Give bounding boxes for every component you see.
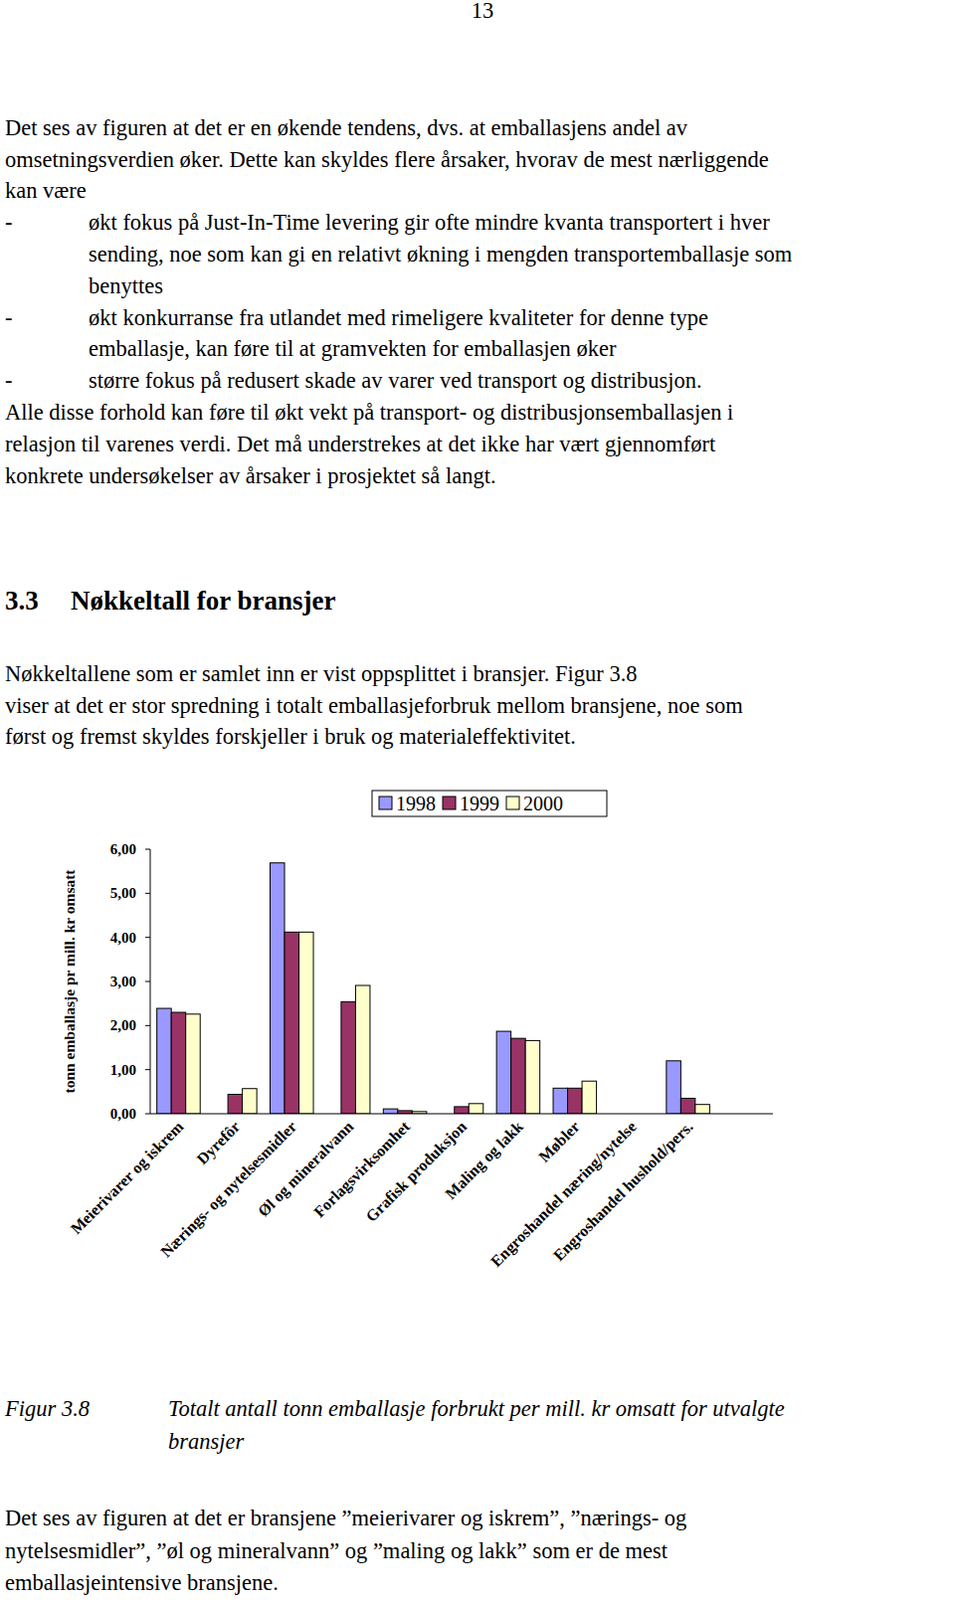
bullet-line: emballasje, kan føre til at gramvekten f… [88,336,617,362]
paragraph-line: omsetningsverdien øker. Dette kan skylde… [4,147,769,173]
caption-line: bransjer [168,1429,245,1455]
y-tick-label: 1,00 [110,1062,137,1079]
page-number: 13 [471,0,495,23]
y-tick-label: 4,00 [110,930,137,947]
bar [511,1038,527,1115]
paragraph-line: først og fremst skyldes forskjeller i br… [4,724,576,750]
paragraph-line: relasjon til varenes verdi. Det må under… [4,431,717,457]
bullet-line: økt fokus på Just-In-Time levering gir o… [88,209,770,235]
x-tick-label: Meierivarer og iskrem [66,1118,188,1239]
y-tick [145,1114,151,1116]
bar [157,1008,173,1115]
bar [666,1061,682,1115]
legend: 1998 1999 2000 [372,790,607,817]
bullet-line: benyttes [88,273,164,299]
section-number: 3.3 [4,585,39,616]
x-tick-label: Møbler [535,1118,583,1166]
y-tick [145,937,151,939]
x-tick-label: Grafisk produksjon [362,1118,470,1226]
bar [299,932,315,1115]
bar [341,1001,357,1115]
bar [270,863,286,1115]
paragraph-line: nytelsesmidler”, ”øl og mineralvann” og … [4,1538,669,1564]
bar-chart: 0,00 1,00 2,00 3,00 4,00 5,00 6,00 tonn emballa… [60,790,773,1272]
bar [284,932,300,1115]
bar [680,1098,696,1115]
legend-label: 1999 [459,792,500,815]
bar [382,1109,398,1115]
bar [496,1031,512,1115]
legend-box [372,790,607,817]
x-tick-label: Øl og mineralvann [254,1118,358,1221]
y-tick [145,981,151,983]
paragraph-line: emballasjeintensive bransjene. [4,1570,279,1596]
caption-label: Figur 3.8 [3,1396,90,1422]
paragraph-line: viser at det er stor spredning i totalt … [4,693,744,719]
x-tick-label: Forlagsvirksomhet [310,1118,414,1222]
bars [157,863,711,1115]
y-tick-label: 3,00 [110,973,137,990]
bullet-marker: - [4,305,13,331]
bullet-marker: - [4,209,13,235]
paragraph-line: Alle disse forhold kan føre til økt vekt… [4,399,734,425]
paragraph-line: Det ses av figuren at det er en økende t… [4,115,689,141]
bar [568,1088,583,1115]
legend-label: 1998 [395,792,436,815]
y-tick [145,1025,151,1027]
paragraph-line: Nøkkeltallene som er samlet inn er vist … [4,661,638,687]
bullet-line: sending, noe som kan gi en relativt økni… [88,241,793,267]
bar [695,1105,711,1115]
legend-swatch [506,796,520,810]
bullet-line: større fokus på redusert skade av varer … [88,368,703,393]
y-tick-label: 6,00 [110,841,137,858]
legend-swatch [442,796,456,810]
section-title: Nøkkeltall for bransjer [70,585,336,616]
bullet-line: økt konkurranse fra utlandet med rimelig… [88,305,709,331]
bar [242,1089,258,1115]
bar [553,1088,569,1115]
bar [227,1094,243,1115]
paragraph-line: kan være [4,178,87,203]
bar [186,1014,201,1115]
x-tick-label: Maling og lakk [441,1118,528,1204]
x-tick-label: Engroshandel hushold/pers. [550,1118,698,1266]
caption-line: Totalt antall tonn emballasje forbrukt p… [168,1396,785,1422]
page: 13 Det ses av figuren at det er en økende… [0,0,955,1600]
y-tick-label: 0,00 [110,1106,137,1123]
y-tick [145,1069,151,1071]
bar [581,1081,597,1115]
bar [525,1040,541,1115]
paragraph-line: Det ses av figuren at det er bransjene ”… [4,1506,687,1531]
bar [454,1107,470,1115]
x-axis [150,1114,773,1116]
y-tick-label: 5,00 [110,885,137,902]
bullet-marker: - [4,368,13,393]
bar [468,1104,484,1115]
x-tick-label: Dyrefôr [192,1118,244,1169]
bar [171,1012,187,1115]
paragraph-line: konkrete undersøkelser av årsaker i pros… [4,463,497,489]
y-axis-title: tonn emballasje pr mill. kr omsatt [60,869,78,1095]
legend-swatch [379,796,392,810]
y-tick [145,849,151,851]
bar [355,985,371,1115]
legend-label: 2000 [523,792,564,815]
y-tick [145,893,151,895]
y-tick-label: 2,00 [110,1017,137,1034]
